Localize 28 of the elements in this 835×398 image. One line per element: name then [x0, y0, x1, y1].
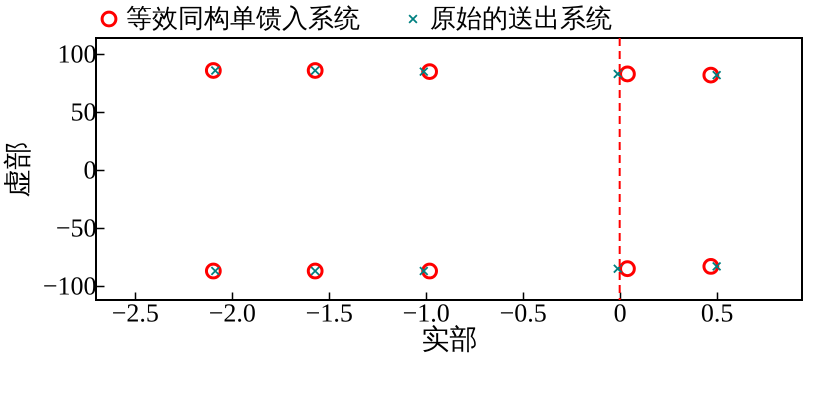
- x-axis-title: 实部: [422, 324, 478, 356]
- y-tick-label: −100: [42, 272, 96, 301]
- legend-label: 等效同构单馈入系统: [126, 4, 360, 33]
- y-tick-label: 0: [84, 156, 96, 185]
- point: [712, 262, 722, 272]
- y-axis-title: 虚部: [2, 142, 34, 198]
- point: [712, 70, 722, 80]
- point: [612, 69, 623, 79]
- y-tick-label: 100: [58, 40, 96, 69]
- point: [419, 266, 429, 276]
- point: [619, 66, 636, 82]
- x-tick-label: −1.5: [306, 298, 353, 328]
- y-tick-label: −50: [56, 214, 96, 243]
- point: [204, 62, 222, 79]
- legend-label: 原始的送出系统: [430, 4, 612, 33]
- x-tick-label: −2.0: [208, 298, 256, 328]
- x-tick-label: 0: [614, 298, 627, 328]
- point: [619, 260, 636, 278]
- y-tick-label: 50: [70, 98, 96, 127]
- x-tick-label: −2.5: [112, 298, 159, 328]
- point: [419, 66, 429, 76]
- point: [306, 62, 324, 79]
- x-tick-label: 0.5: [700, 298, 734, 328]
- point: [204, 262, 222, 280]
- point: [612, 264, 623, 274]
- x-tick-label: −0.5: [500, 298, 547, 328]
- point: [421, 63, 438, 80]
- point: [306, 262, 324, 280]
